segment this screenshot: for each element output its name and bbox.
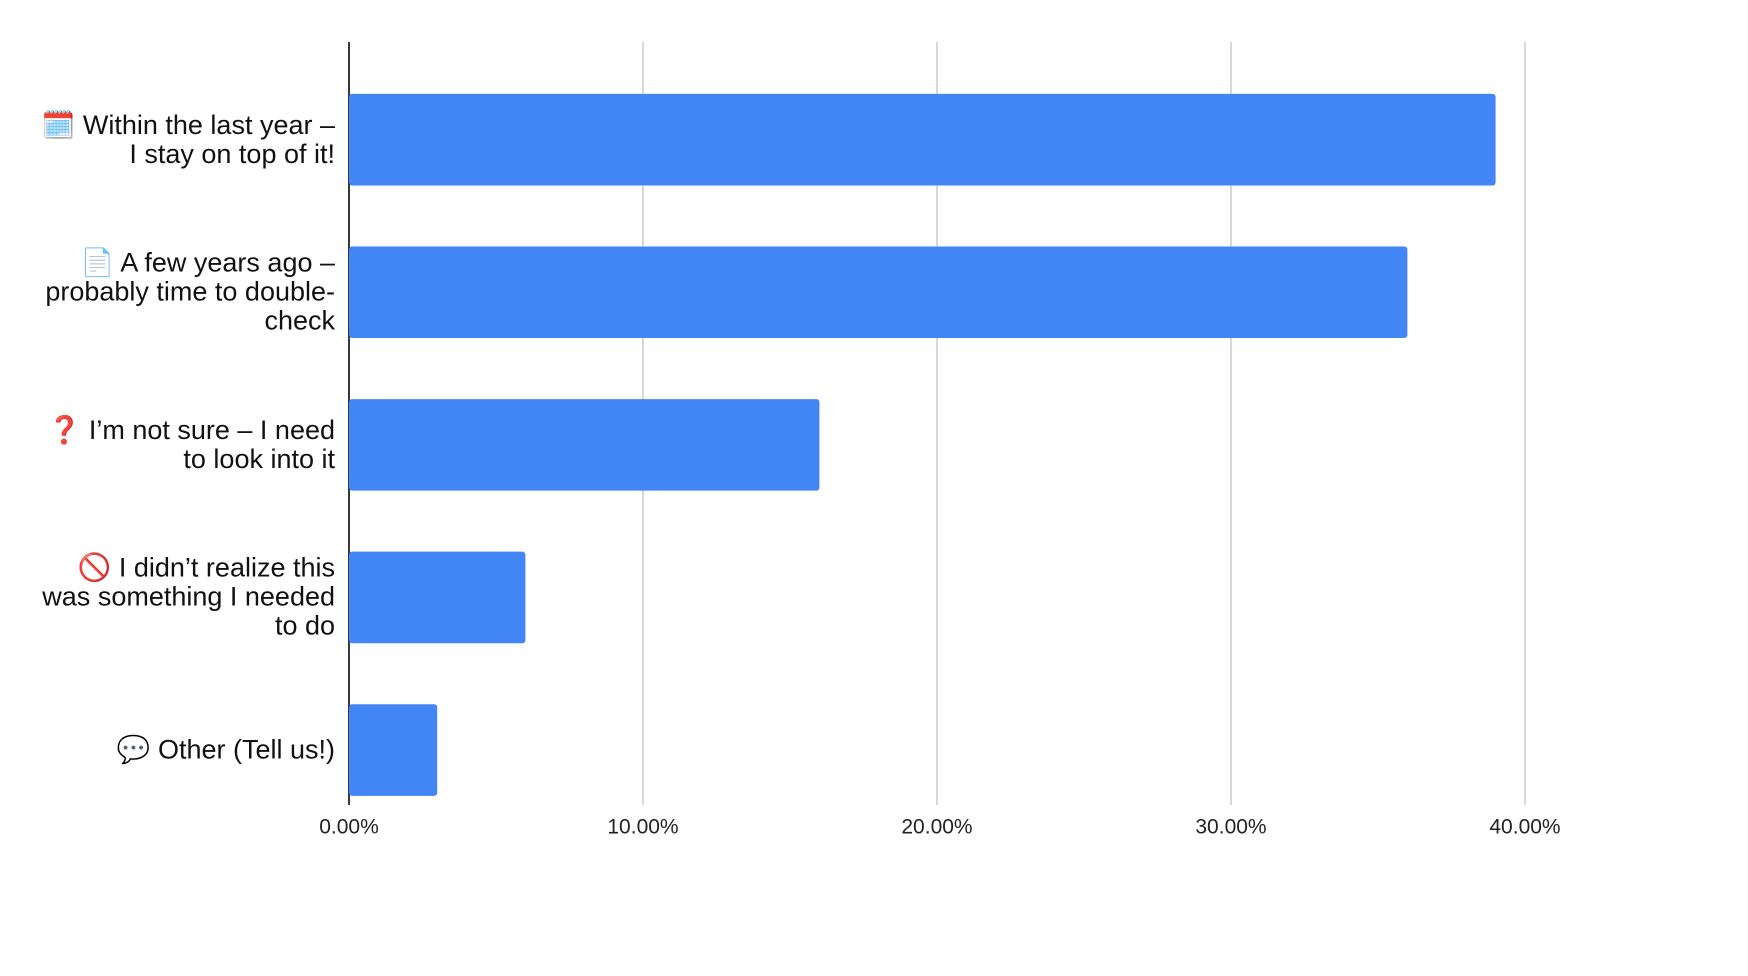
y-tick-label: 🗓️ Within the last year – I stay on top …: [41, 109, 335, 169]
y-tick-label: ❓ I’m not sure – I need to look into it: [47, 414, 335, 474]
x-tick-label: 20.00%: [901, 816, 972, 839]
bar: [349, 399, 820, 491]
bar: [349, 93, 1496, 186]
y-tick-label: 🚫 I didn’t realize this was something I …: [42, 552, 335, 641]
x-tick-label: 10.00%: [607, 816, 678, 839]
bar: [349, 551, 526, 644]
bar: [349, 704, 438, 796]
bar: [349, 246, 1408, 339]
x-tick-label: 40.00%: [1489, 816, 1560, 839]
y-tick-label: 💬 Other (Tell us!): [116, 734, 335, 765]
x-tick-label: 30.00%: [1195, 816, 1266, 839]
y-tick-label: 📄 A few years ago – probably time to dou…: [45, 247, 335, 336]
x-tick-label: 0.00%: [319, 816, 379, 839]
